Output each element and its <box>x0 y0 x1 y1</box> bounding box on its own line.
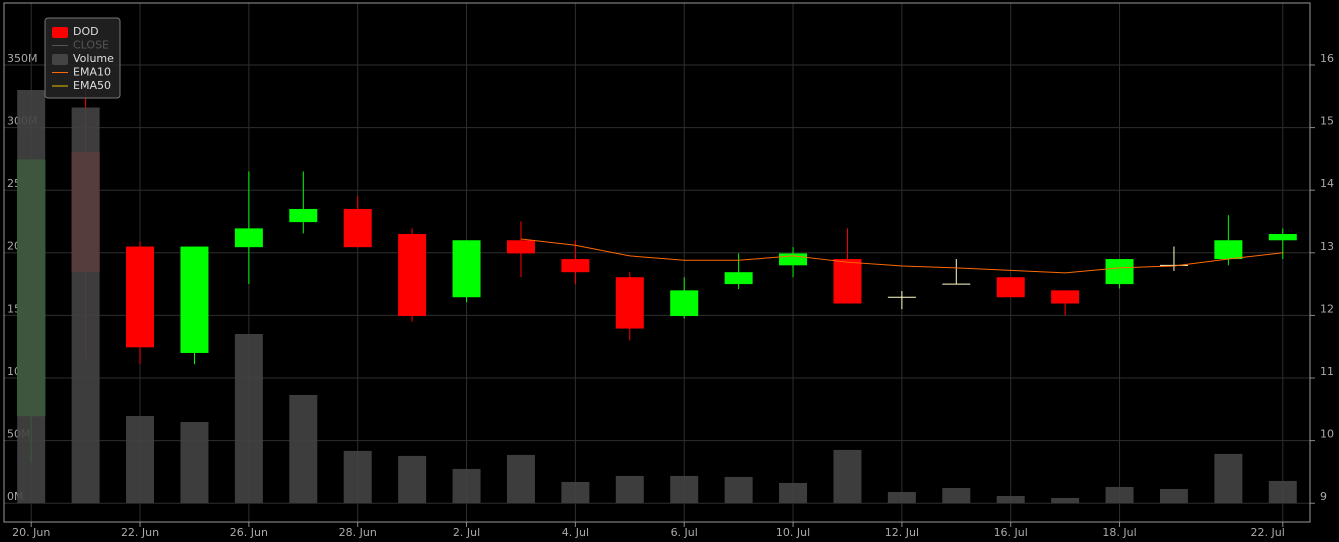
candle-body <box>180 246 209 353</box>
y-tick-label: 13 <box>1320 240 1334 253</box>
candle-body <box>398 234 427 317</box>
volume-bar <box>561 481 590 503</box>
x-tick-label: 20. Jun <box>12 526 50 539</box>
volume-bar <box>452 468 481 503</box>
volume-bar <box>126 415 155 503</box>
volume-bar <box>1105 486 1134 503</box>
volume-bar <box>1214 453 1243 503</box>
legend-swatch <box>52 54 68 65</box>
volume-bar <box>71 107 100 503</box>
candle-body <box>343 208 372 248</box>
legend-swatch <box>52 27 68 38</box>
volume-bar <box>887 491 916 503</box>
x-tick-label: 22. Jun <box>121 526 159 539</box>
legend-item[interactable]: Volume <box>73 52 114 65</box>
x-tick-label: 18. Jul <box>1102 526 1136 539</box>
x-tick-label: 2. Jul <box>453 526 480 539</box>
candle-body <box>779 253 808 266</box>
candle-body <box>452 240 481 298</box>
legend-item[interactable]: EMA50 <box>73 79 111 92</box>
y-tick-label: 11 <box>1320 365 1334 378</box>
x-tick-label: 6. Jul <box>671 526 698 539</box>
candle-body <box>615 277 644 329</box>
candle-body <box>234 228 263 248</box>
volume-bar <box>1051 497 1080 503</box>
volume-bar <box>398 455 427 503</box>
y-tick-label: 10 <box>1320 428 1334 441</box>
candle-body <box>833 259 862 304</box>
volume-bar <box>996 495 1025 503</box>
volume-bar <box>506 454 535 503</box>
candle-body <box>670 290 699 317</box>
y2-tick-label: 350M <box>7 52 38 65</box>
legend-item[interactable]: CLOSE <box>73 39 109 52</box>
candle-body <box>561 259 590 273</box>
y-tick-label: 14 <box>1320 177 1334 190</box>
legend-item[interactable]: EMA10 <box>73 66 111 79</box>
candle-body <box>1051 290 1080 304</box>
y-tick-label: 9 <box>1320 490 1327 503</box>
candle-body <box>126 246 155 348</box>
y-tick-label: 12 <box>1320 302 1334 315</box>
legend-item[interactable]: DOD <box>73 25 99 38</box>
candle-body <box>1105 259 1134 285</box>
x-tick-label: 10. Jul <box>776 526 810 539</box>
x-tick-label: 16. Jul <box>994 526 1028 539</box>
volume-bar <box>180 422 209 503</box>
volume-bar <box>1268 480 1297 503</box>
volume-bar <box>1159 488 1188 503</box>
x-tick-label: 26. Jun <box>230 526 268 539</box>
volume-bar <box>942 487 971 503</box>
volume-bar <box>234 334 263 503</box>
volume-bar <box>670 475 699 503</box>
volume-bar <box>779 482 808 503</box>
x-tick-label: 4. Jul <box>562 526 589 539</box>
volume-bar <box>343 450 372 503</box>
x-tick-label: 12. Jul <box>885 526 919 539</box>
x-tick-label: 22. Jul <box>1251 526 1285 539</box>
volume-bar <box>289 394 318 503</box>
candle-body <box>1268 234 1297 241</box>
x-tick-label: 28. Jun <box>339 526 377 539</box>
candle-body <box>996 277 1025 298</box>
candle-body <box>1214 240 1243 260</box>
ema-line <box>520 238 1283 274</box>
volume-bar <box>615 475 644 503</box>
volume-bar <box>17 89 46 503</box>
y-tick-label: 15 <box>1320 115 1334 128</box>
y-tick-label: 16 <box>1320 52 1334 65</box>
volume-bar <box>724 476 753 503</box>
candle-body <box>289 208 318 223</box>
volume-bar <box>833 449 862 503</box>
candle-body <box>724 272 753 285</box>
plot-border <box>3 2 1311 523</box>
candle-body <box>506 240 535 254</box>
